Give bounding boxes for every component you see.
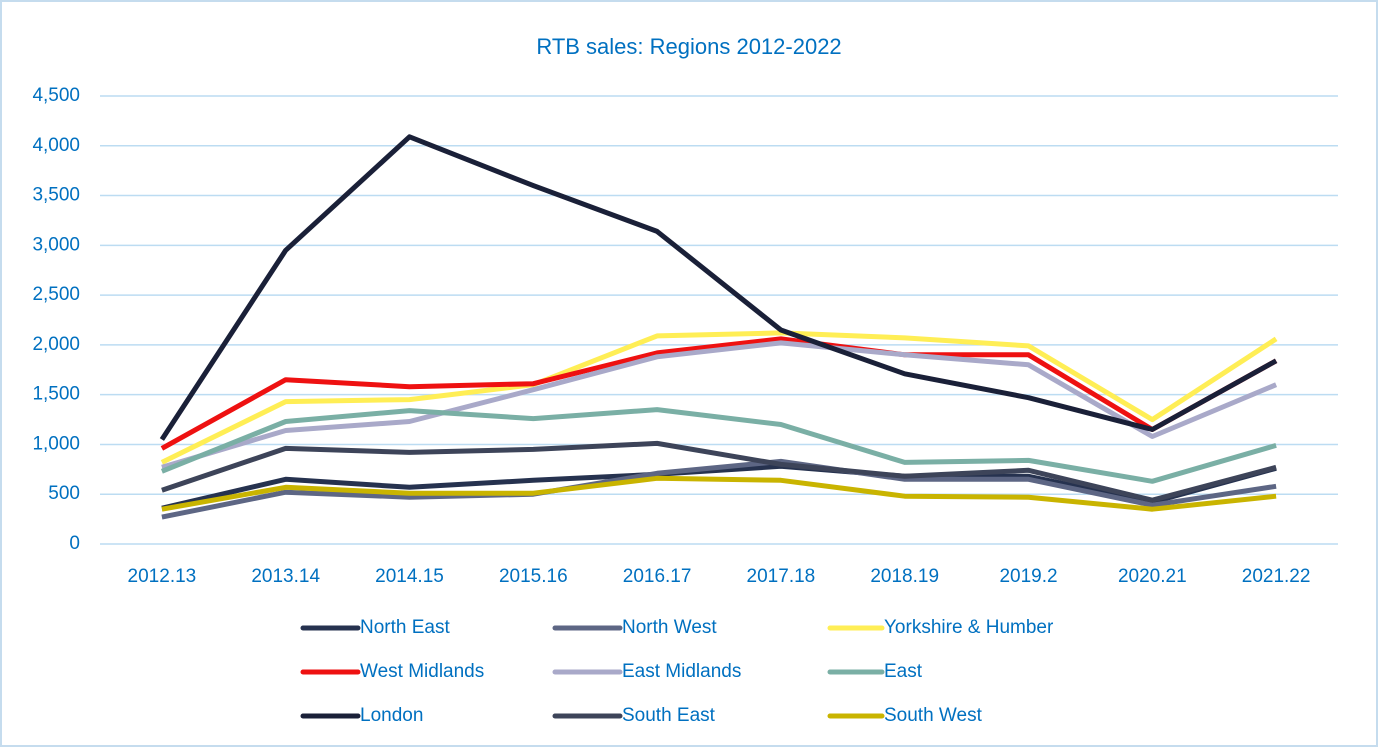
series-line <box>160 407 1277 484</box>
y-tick-label: 3,500 <box>32 185 80 206</box>
series-line <box>161 463 1277 511</box>
series-line <box>160 330 1278 465</box>
series-line <box>161 440 1277 503</box>
legend-label: South East <box>622 705 716 726</box>
y-tick-label: 1,500 <box>32 384 80 405</box>
y-tick-label: 500 <box>48 483 80 504</box>
y-tick-label: 4,500 <box>32 85 80 106</box>
legend-label: East <box>884 661 923 682</box>
legend-label: London <box>360 705 423 726</box>
x-tick-label: 2020.21 <box>1118 566 1187 587</box>
x-tick-label: 2018.19 <box>870 566 939 587</box>
legend-label: North West <box>622 617 717 638</box>
series-line <box>160 336 1278 451</box>
legend-label: Yorkshire & Humber <box>884 617 1054 638</box>
series-line <box>161 458 1277 520</box>
x-tick-label: 2016.17 <box>623 566 692 587</box>
y-tick-label: 2,000 <box>32 334 80 355</box>
legend-label: East Midlands <box>622 661 741 682</box>
series-line <box>161 340 1278 470</box>
chart-title: RTB sales: Regions 2012-2022 <box>536 34 841 59</box>
x-tick-label: 2015.16 <box>499 566 568 587</box>
x-tick-label: 2021.22 <box>1242 566 1311 587</box>
x-tick-label: 2019.2 <box>999 566 1057 587</box>
y-tick-label: 2,500 <box>32 284 80 305</box>
x-tick-label: 2013.14 <box>251 566 320 587</box>
y-tick-label: 0 <box>69 533 80 554</box>
x-tick-label: 2012.13 <box>128 566 197 587</box>
x-tick-label: 2014.15 <box>375 566 444 587</box>
y-tick-label: 4,000 <box>32 135 80 156</box>
y-tick-label: 1,000 <box>32 433 80 454</box>
legend-label: South West <box>884 705 983 726</box>
series-line <box>159 134 1278 441</box>
legend-label: West Midlands <box>360 661 484 682</box>
y-tick-label: 3,000 <box>32 234 80 255</box>
legend-label: North East <box>360 617 450 638</box>
x-tick-label: 2017.18 <box>747 566 816 587</box>
series-line <box>161 475 1277 512</box>
